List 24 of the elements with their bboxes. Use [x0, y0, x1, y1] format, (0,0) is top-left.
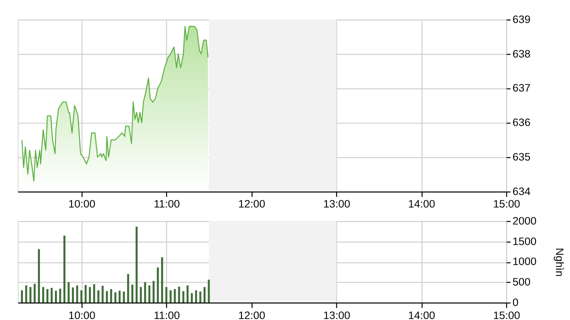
x-tick-label: 11:00 — [154, 198, 180, 211]
y-tick-label: 634 — [512, 186, 531, 198]
y-tick-label: 639 — [512, 14, 531, 26]
x-tick-label: 10:00 — [68, 310, 96, 320]
y-axis-title: Nghìn — [553, 248, 566, 277]
y-tick-label: 1000 — [512, 256, 537, 268]
y-tick-label: 0 — [512, 296, 519, 309]
x-tick-label: 12:00 — [238, 198, 266, 211]
y-tick-label: 2000 — [512, 215, 537, 228]
x-tick-label: 15:00 — [493, 310, 520, 320]
y-tick-label: 638 — [512, 48, 531, 60]
y-tick-label: 1500 — [512, 236, 537, 248]
y-tick-label: 500 — [512, 276, 531, 289]
y-tick-label: 636 — [512, 117, 531, 130]
x-tick-label: 15:00 — [493, 198, 520, 211]
x-tick-label: 13:00 — [323, 198, 350, 211]
x-tick-label: 14:00 — [408, 198, 436, 211]
y-tick-label: 635 — [512, 152, 531, 164]
x-tick-label: 10:00 — [68, 198, 96, 211]
y-tick-label: 637 — [512, 82, 531, 95]
x-tick-label: 11:00 — [154, 310, 180, 320]
x-tick-label: 12:00 — [238, 310, 266, 320]
x-tick-label: 14:00 — [408, 310, 436, 320]
x-tick-label: 13:00 — [323, 310, 350, 320]
